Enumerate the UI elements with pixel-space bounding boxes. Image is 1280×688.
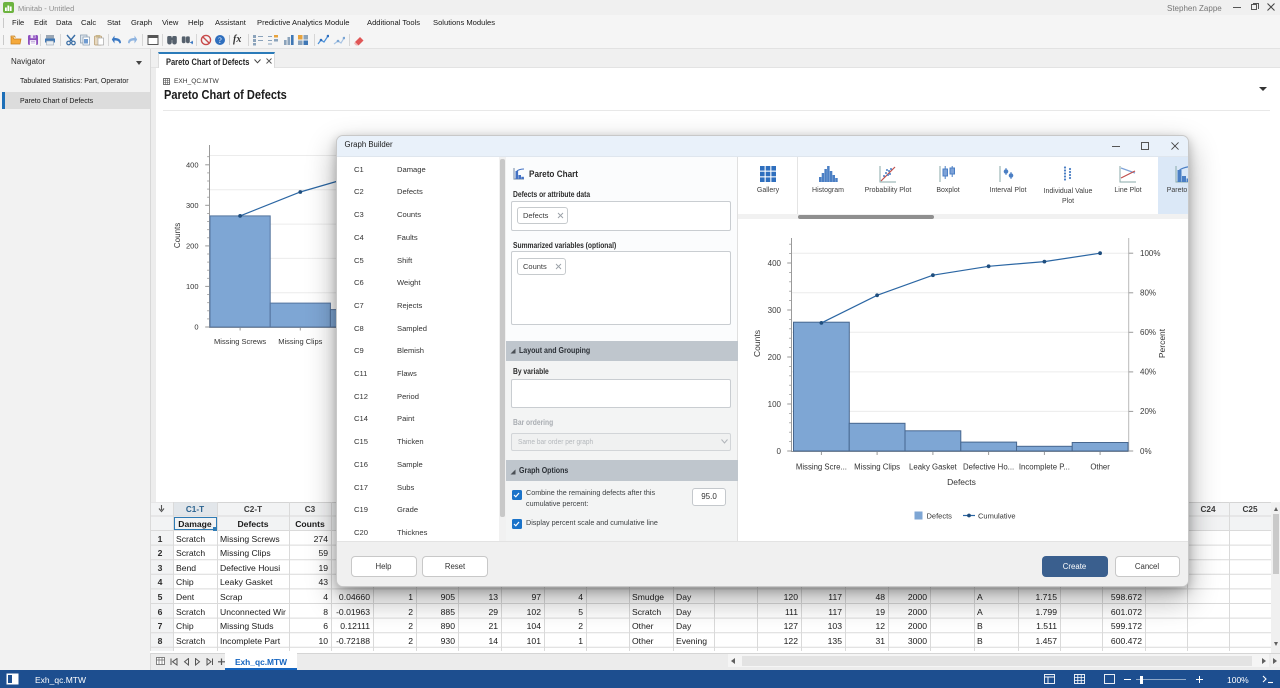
svg-text:60%: 60% (1140, 328, 1156, 337)
svg-text:Other: Other (1090, 463, 1110, 472)
svg-text:200: 200 (186, 242, 199, 251)
svg-text:Counts: Counts (752, 330, 762, 357)
svg-text:100: 100 (768, 400, 782, 409)
svg-text:100%: 100% (1140, 249, 1160, 258)
svg-text:Defective Ho...: Defective Ho... (963, 463, 1014, 472)
svg-text:Cumulative: Cumulative (978, 512, 1016, 521)
svg-text:?: ? (218, 36, 222, 45)
svg-text:200: 200 (768, 353, 782, 362)
svg-text:Incomplete P...: Incomplete P... (1019, 463, 1070, 472)
svg-text:Missing Clips: Missing Clips (278, 337, 322, 346)
svg-text:400: 400 (768, 259, 782, 268)
svg-text:40%: 40% (1140, 368, 1156, 377)
svg-text:Percent: Percent (1157, 328, 1167, 358)
svg-text:Defects: Defects (927, 512, 953, 521)
svg-text:300: 300 (186, 201, 199, 210)
svg-text:Missing Scre...: Missing Scre... (796, 463, 847, 472)
svg-text:300: 300 (768, 306, 782, 315)
svg-text:100: 100 (186, 282, 199, 291)
svg-text:Counts: Counts (173, 223, 182, 248)
svg-text:400: 400 (186, 160, 199, 169)
svg-text:Leaky Gasket: Leaky Gasket (909, 463, 958, 472)
svg-text:Defects: Defects (947, 477, 976, 487)
svg-text:0: 0 (777, 447, 782, 456)
svg-text:80%: 80% (1140, 289, 1156, 298)
svg-text:Missing Clips: Missing Clips (854, 463, 900, 472)
svg-text:20%: 20% (1140, 407, 1156, 416)
svg-text:0: 0 (194, 323, 198, 332)
svg-text:Missing Screws: Missing Screws (214, 337, 266, 346)
svg-text:0%: 0% (1140, 447, 1152, 456)
